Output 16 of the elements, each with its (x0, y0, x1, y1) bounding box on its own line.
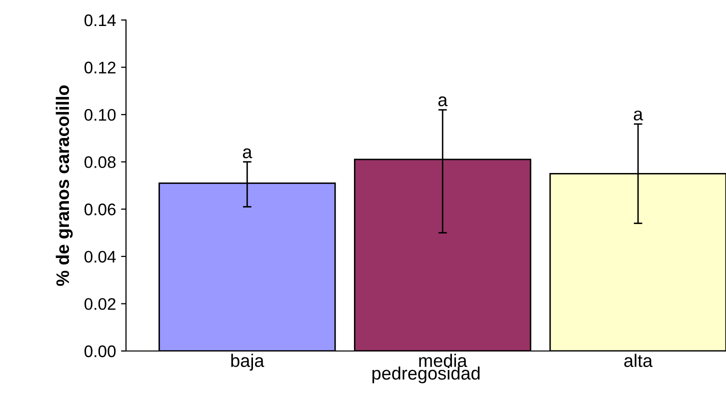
annotation: a (438, 96, 448, 106)
x-axis-title: pedregosidad (372, 366, 480, 384)
x-tick-label: alta (624, 354, 653, 368)
annotation: a (242, 148, 252, 158)
y-axis-title: % de granos caracolillo (56, 85, 73, 286)
y-tick-label: 0.08 (84, 156, 116, 168)
x-tick-label: baja (231, 354, 264, 371)
y-tick-label: 0.12 (84, 62, 116, 74)
annotation: a (634, 110, 644, 120)
y-tick-label: 0.00 (84, 345, 116, 358)
y-tick-label: 0.10 (84, 108, 116, 121)
y-tick-label: 0.04 (84, 250, 116, 263)
x-tick-label: media (419, 354, 468, 368)
y-tick-label: 0.02 (84, 298, 116, 310)
y-tick-label: 0.14 (84, 14, 116, 26)
y-tick-label: 0.06 (84, 204, 116, 216)
